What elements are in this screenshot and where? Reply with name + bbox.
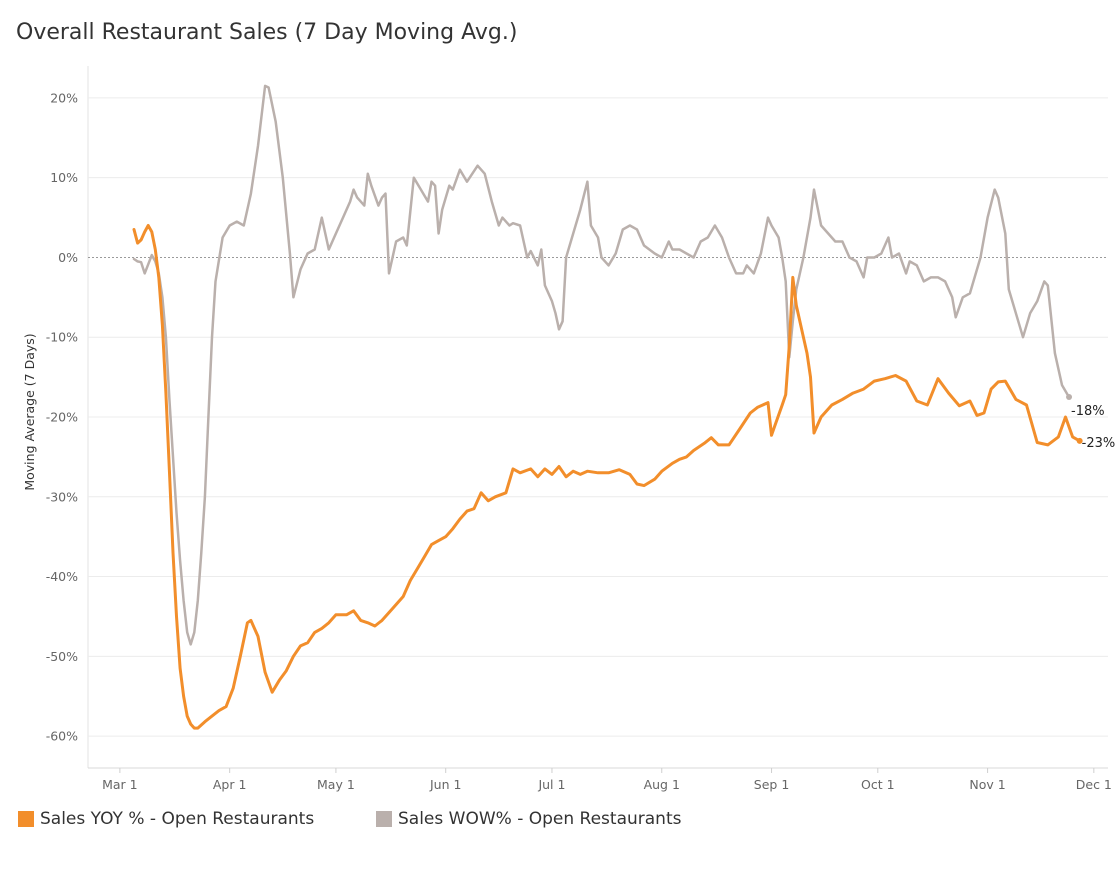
y-tick-label: -30% bbox=[46, 489, 78, 504]
series-line-1 bbox=[132, 84, 1071, 646]
gridlines bbox=[87, 66, 1108, 769]
y-axis-ticks: 20% 10% 0% -10% -20% -30% -40% -50% -60% bbox=[46, 90, 78, 743]
legend-label-yoy: Sales YOY % - Open Restaurants bbox=[40, 809, 315, 829]
y-tick-label: -10% bbox=[46, 330, 78, 345]
y-tick-label: -60% bbox=[46, 729, 78, 744]
x-axis-ticks: Mar 1 Apr 1 May 1 Jun 1 Jul 1 Aug 1 Sep 1 Oct 1… bbox=[102, 768, 1112, 792]
y-tick-label: 20% bbox=[50, 90, 78, 105]
legend: Sales YOY % - Open Restaurants Sales WOW… bbox=[18, 809, 1098, 837]
end-label-1: -18% bbox=[1071, 404, 1105, 419]
legend-item-yoy[interactable]: Sales YOY % - Open Restaurants bbox=[18, 809, 314, 829]
x-tick-label: May 1 bbox=[317, 777, 355, 792]
x-tick-label: Mar 1 bbox=[102, 777, 138, 792]
legend-swatch-wow bbox=[376, 811, 392, 827]
chart-title: Overall Restaurant Sales (7 Day Moving A… bbox=[16, 20, 518, 45]
x-tick-label: Aug 1 bbox=[644, 777, 680, 792]
y-axis-title: Moving Average (7 Days) bbox=[22, 333, 37, 490]
end-labels: -18% -23% bbox=[1071, 404, 1115, 451]
series-line-0 bbox=[132, 224, 1082, 730]
x-tick-label: Jul 1 bbox=[537, 777, 565, 792]
legend-swatch-yoy bbox=[18, 811, 34, 827]
y-tick-label: -20% bbox=[46, 410, 78, 425]
series-end-marker-1 bbox=[1066, 394, 1073, 401]
x-tick-label: Apr 1 bbox=[213, 777, 247, 792]
legend-item-wow[interactable]: Sales WOW% - Open Restaurants bbox=[376, 809, 681, 829]
y-tick-label: 0% bbox=[58, 250, 78, 265]
x-tick-label: Sep 1 bbox=[754, 777, 790, 792]
line-chart: 20% 10% 0% -10% -20% -30% -40% -50% -60% Mar 1 Ap… bbox=[22, 66, 1115, 792]
x-tick-label: Nov 1 bbox=[969, 777, 1005, 792]
x-tick-label: Dec 1 bbox=[1076, 777, 1112, 792]
legend-label-wow: Sales WOW% - Open Restaurants bbox=[398, 809, 682, 829]
y-tick-label: -50% bbox=[46, 649, 78, 664]
series-end-marker-0 bbox=[1076, 437, 1083, 444]
x-tick-label: Oct 1 bbox=[861, 777, 895, 792]
series-lines bbox=[132, 84, 1083, 730]
x-tick-label: Jun 1 bbox=[429, 777, 461, 792]
y-tick-label: 10% bbox=[50, 170, 78, 185]
y-tick-label: -40% bbox=[46, 569, 78, 584]
end-label-0: -23% bbox=[1082, 436, 1116, 451]
